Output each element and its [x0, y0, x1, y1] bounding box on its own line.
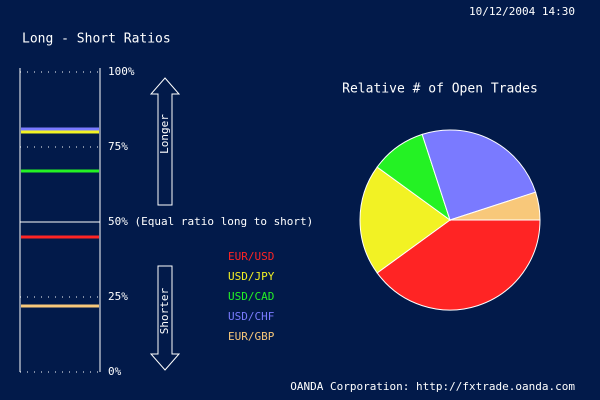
arrow-label: Longer: [158, 114, 171, 154]
y-tick-label: 25%: [108, 290, 128, 303]
pie-slice: [376, 219, 541, 311]
footer: OANDA Corporation: http://fxtrade.oanda.…: [290, 380, 575, 393]
y-tick-label: 75%: [108, 140, 128, 153]
arrow-label: Shorter: [158, 287, 171, 334]
legend-label: USD/CHF: [228, 310, 274, 323]
timestamp: 10/12/2004 14:30: [469, 5, 575, 18]
y-tick-label: 100%: [108, 65, 135, 78]
pie-slice: [449, 191, 541, 221]
legend-label: EUR/GBP: [228, 330, 275, 343]
legend-label: USD/JPY: [228, 270, 275, 283]
legend-label: USD/CAD: [228, 290, 274, 303]
y-tick-label: 0%: [108, 365, 122, 378]
chart-title: Relative # of Open Trades: [342, 82, 538, 97]
pie-slice: [359, 166, 451, 274]
up-arrow: [149, 77, 181, 206]
y-tick-label: 50% (Equal ratio long to short): [108, 215, 313, 228]
chart-title: Long - Short Ratios: [22, 32, 171, 47]
down-arrow: [149, 265, 181, 371]
pie-slice: [421, 129, 537, 221]
legend-label: EUR/USD: [228, 250, 274, 263]
